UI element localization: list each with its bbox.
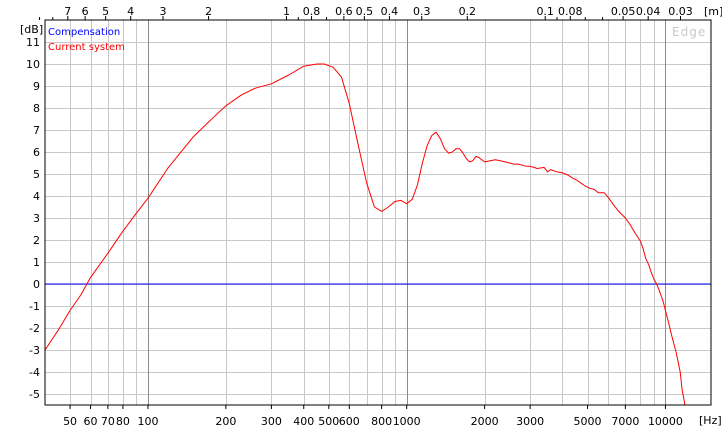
top-tick-label: 0.1 <box>536 5 554 18</box>
top-tick-label: 0.5 <box>356 5 374 18</box>
y-tick-label: -5 <box>29 388 40 401</box>
y-tick-label: 11 <box>26 36 40 49</box>
top-tick-label: 2 <box>205 5 212 18</box>
x-tick-label: 2000 <box>471 415 499 428</box>
x-tick-label: 800 <box>371 415 392 428</box>
plot-area <box>45 20 711 405</box>
y-tick-label: 6 <box>33 146 40 159</box>
top-tick-label: 0.04 <box>636 5 661 18</box>
watermark: Edge <box>672 25 706 39</box>
y-tick-label: -2 <box>29 322 40 335</box>
top-tick-label: 1 <box>283 5 290 18</box>
y-tick-label: -1 <box>29 300 40 313</box>
top-tick-label: 5 <box>102 5 109 18</box>
y-tick-label: 1 <box>33 256 40 269</box>
x-tick-label: 80 <box>116 415 130 428</box>
top-tick-label: 0.08 <box>558 5 583 18</box>
y-tick-label: 4 <box>33 190 40 203</box>
x-axis-unit: [Hz] <box>699 414 722 427</box>
x-tick-label: 500 <box>318 415 339 428</box>
top-tick-label: 0.03 <box>668 5 693 18</box>
y-tick-label: 2 <box>33 234 40 247</box>
top-tick-label: 4 <box>127 5 134 18</box>
y-axis-unit: [dB] <box>20 23 43 36</box>
top-axis-unit: [m] <box>704 5 722 18</box>
x-tick-label: 600 <box>339 415 360 428</box>
x-tick-label: 400 <box>293 415 314 428</box>
y-tick-label: 7 <box>33 124 40 137</box>
x-tick-label: 5000 <box>574 415 602 428</box>
y-tick-label: -4 <box>29 366 40 379</box>
x-tick-label: 3000 <box>516 415 544 428</box>
top-tick-label: 0.2 <box>459 5 477 18</box>
top-tick-label: 7 <box>64 5 71 18</box>
current-system-series-line <box>44 63 686 406</box>
top-tick-label: 0.3 <box>413 5 431 18</box>
y-tick-label: 5 <box>33 168 40 181</box>
top-tick-label: 6 <box>82 5 89 18</box>
x-tick-label: 200 <box>215 415 236 428</box>
x-tick-label: 50 <box>63 415 77 428</box>
legend: Compensation Current system <box>48 27 125 53</box>
top-tick-label: 0.8 <box>303 5 321 18</box>
x-tick-label: 100 <box>137 415 158 428</box>
y-tick-label: 0 <box>33 278 40 291</box>
top-tick-label: 0.4 <box>381 5 399 18</box>
y-tick-label: 3 <box>33 212 40 225</box>
legend-entry-current-system: Current system <box>48 42 125 53</box>
x-tick-label: 60 <box>84 415 98 428</box>
y-tick-label: 10 <box>26 58 40 71</box>
plot-frame <box>44 19 712 406</box>
y-tick-label: -3 <box>29 344 40 357</box>
x-tick-label: 10000 <box>648 415 683 428</box>
y-tick-label: 9 <box>33 80 40 93</box>
x-tick-label: 70 <box>101 415 115 428</box>
top-tick-label: 3 <box>160 5 167 18</box>
top-tick-label: 0.05 <box>611 5 636 18</box>
series-layer <box>44 63 711 406</box>
x-tick-label: 7000 <box>611 415 639 428</box>
legend-entry-compensation: Compensation <box>48 27 120 38</box>
x-tick-label: 1000 <box>393 415 421 428</box>
x-tick-label: 300 <box>261 415 282 428</box>
y-tick-label: 8 <box>33 102 40 115</box>
top-tick-label: 0.6 <box>335 5 353 18</box>
